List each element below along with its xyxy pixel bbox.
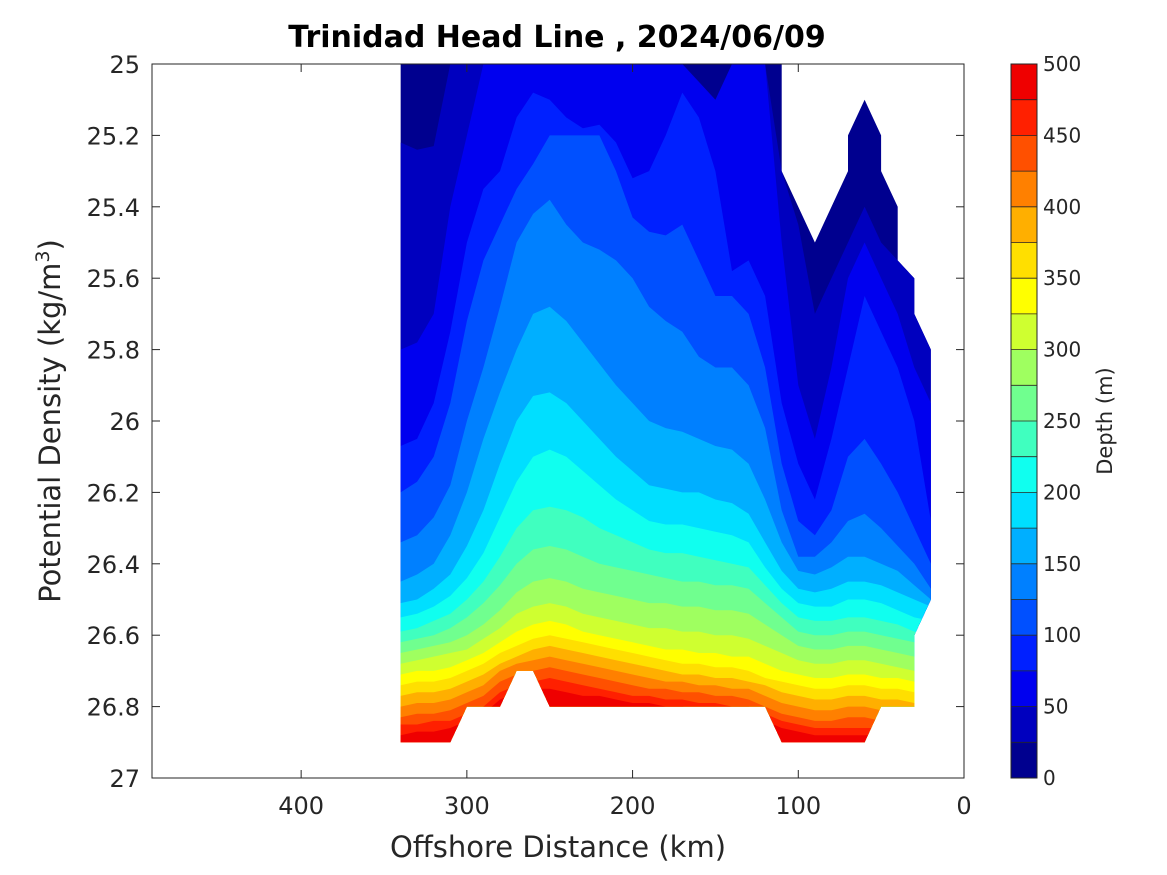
y-tick-label: 26.6	[87, 622, 140, 650]
colorbar	[1011, 64, 1037, 779]
colorbar-segment	[1011, 635, 1037, 672]
colorbar-segment	[1011, 206, 1037, 243]
y-tick-label: 25.6	[87, 265, 140, 293]
colorbar-tick-label: 100	[1043, 623, 1081, 647]
x-axis-label: Offshore Distance (km)	[390, 830, 726, 864]
y-tick-label: 25	[109, 51, 140, 79]
x-tick-label: 400	[278, 792, 324, 820]
colorbar-tick-label: 400	[1043, 195, 1081, 219]
y-tick-label: 25.4	[87, 194, 140, 222]
colorbar-segment	[1011, 456, 1037, 493]
colorbar-segment	[1011, 99, 1037, 136]
colorbar-tick-label: 300	[1043, 338, 1081, 362]
colorbar-segment	[1011, 349, 1037, 386]
colorbar-segment	[1011, 599, 1037, 636]
colorbar-tick-label: 50	[1043, 695, 1068, 719]
x-tick-label: 100	[775, 792, 821, 820]
colorbar-segment	[1011, 706, 1037, 743]
y-axis: 25 25.2 25.4 25.6 25.8 26 26.2 26.4 26.6 26.8 27	[87, 51, 964, 793]
y-axis-label: Potential Density (kg/m3)	[32, 239, 67, 603]
colorbar-tick-label: 200	[1043, 480, 1081, 504]
x-axis: 400 300 200 100 0	[278, 64, 972, 820]
colorbar-tick-label: 250	[1043, 409, 1081, 433]
colorbar-tick-label: 350	[1043, 266, 1081, 290]
colorbar-segment	[1011, 64, 1037, 101]
colorbar-segment	[1011, 242, 1037, 279]
colorbar-frame	[1010, 63, 1038, 779]
colorbar-segment	[1011, 528, 1037, 565]
contour-fill-layer	[400, 64, 931, 743]
colorbar-segment	[1011, 313, 1037, 351]
colorbar-segment	[1011, 421, 1037, 458]
y-tick-label: 26.8	[87, 694, 140, 722]
y-tick-label: 27	[109, 765, 140, 793]
colorbar-tick-label: 500	[1043, 52, 1081, 76]
y-tick-label: 26.2	[87, 479, 140, 507]
y-tick-label: 25.2	[87, 122, 140, 150]
colorbar-segment	[1011, 563, 1037, 600]
colorbar-segment	[1011, 670, 1037, 708]
colorbar-segment	[1011, 492, 1037, 529]
y-tick-label: 26.4	[87, 551, 140, 579]
colorbar-tick-label: 150	[1043, 552, 1081, 576]
colorbar-label: Depth (m)	[1093, 367, 1117, 474]
colorbar-tick-label: 450	[1043, 123, 1081, 147]
colorbar-segment	[1011, 171, 1037, 208]
colorbar-segment	[1011, 385, 1037, 422]
colorbar-tick-label: 0	[1043, 766, 1056, 790]
x-tick-label: 300	[444, 792, 490, 820]
chart-title: Trinidad Head Line , 2024/06/09	[288, 20, 825, 55]
y-tick-label: 26	[109, 408, 140, 436]
x-tick-label: 0	[956, 792, 971, 820]
colorbar-segment	[1011, 135, 1037, 172]
y-tick-label: 25.8	[87, 337, 140, 365]
colorbar-ticks: 0 50 100 150 200 250 300 350 400 450 500	[1043, 52, 1081, 790]
colorbar-segment	[1011, 742, 1037, 779]
x-tick-label: 200	[610, 792, 656, 820]
colorbar-segment	[1011, 278, 1037, 315]
